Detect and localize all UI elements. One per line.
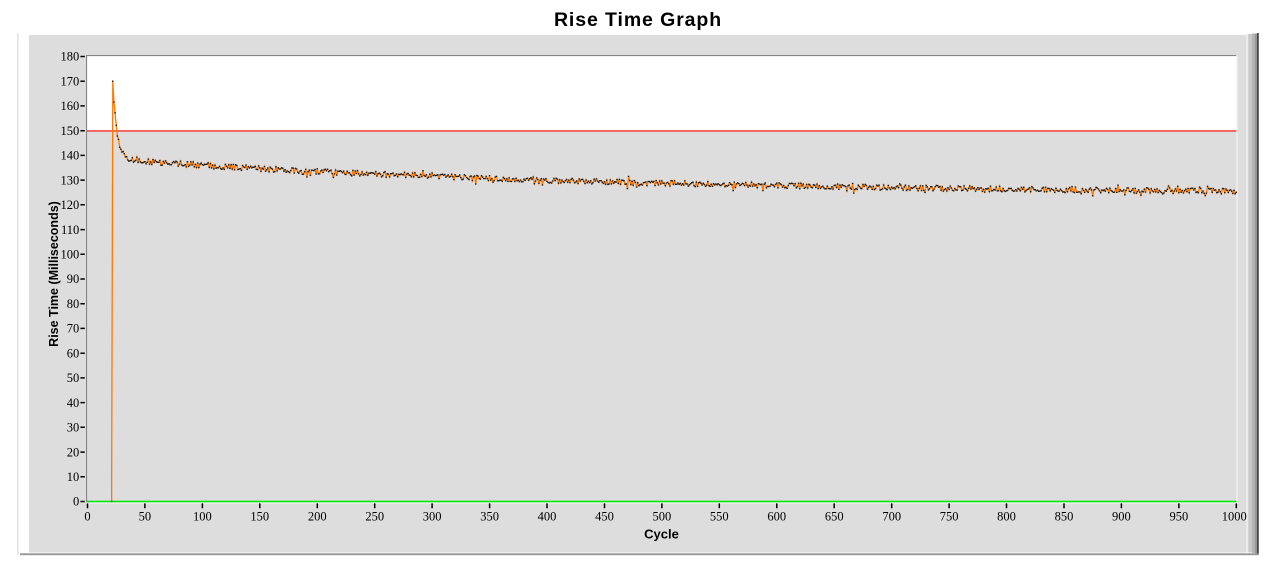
svg-text:650: 650 <box>825 509 844 523</box>
svg-text:40: 40 <box>67 396 80 410</box>
svg-text:90: 90 <box>67 272 80 286</box>
svg-text:400: 400 <box>538 509 557 523</box>
svg-text:140: 140 <box>61 149 80 163</box>
svg-text:800: 800 <box>997 509 1016 523</box>
svg-text:10: 10 <box>67 470 80 484</box>
svg-text:0: 0 <box>73 495 79 509</box>
svg-text:100: 100 <box>193 509 212 523</box>
svg-text:50: 50 <box>139 509 152 523</box>
svg-text:70: 70 <box>67 322 80 336</box>
svg-text:950: 950 <box>1170 509 1189 523</box>
svg-text:500: 500 <box>653 509 672 523</box>
svg-text:300: 300 <box>423 509 442 523</box>
svg-text:130: 130 <box>61 173 80 187</box>
svg-text:110: 110 <box>61 223 79 237</box>
svg-text:180: 180 <box>61 50 80 64</box>
svg-text:30: 30 <box>67 421 80 435</box>
svg-text:550: 550 <box>710 509 729 523</box>
svg-text:170: 170 <box>61 74 80 88</box>
svg-text:150: 150 <box>61 124 80 138</box>
svg-text:700: 700 <box>882 509 901 523</box>
svg-text:250: 250 <box>365 509 384 523</box>
svg-text:20: 20 <box>67 445 80 459</box>
svg-text:120: 120 <box>61 198 80 212</box>
svg-text:Rise Time (Milliseconds): Rise Time (Milliseconds) <box>47 201 61 347</box>
svg-text:50: 50 <box>67 371 80 385</box>
svg-text:350: 350 <box>480 509 499 523</box>
svg-text:Cycle: Cycle <box>644 527 679 542</box>
svg-text:80: 80 <box>67 297 80 311</box>
svg-text:850: 850 <box>1055 509 1074 523</box>
svg-text:900: 900 <box>1112 509 1131 523</box>
svg-text:60: 60 <box>67 346 80 360</box>
svg-text:100: 100 <box>61 248 80 262</box>
svg-text:160: 160 <box>61 99 80 113</box>
svg-text:600: 600 <box>767 509 786 523</box>
svg-text:1000: 1000 <box>1222 509 1247 523</box>
svg-text:150: 150 <box>250 509 269 523</box>
svg-text:0: 0 <box>84 509 90 523</box>
svg-text:200: 200 <box>308 509 327 523</box>
svg-text:Rise Time Graph: Rise Time Graph <box>554 9 722 31</box>
svg-text:450: 450 <box>595 509 614 523</box>
svg-text:750: 750 <box>940 509 959 523</box>
